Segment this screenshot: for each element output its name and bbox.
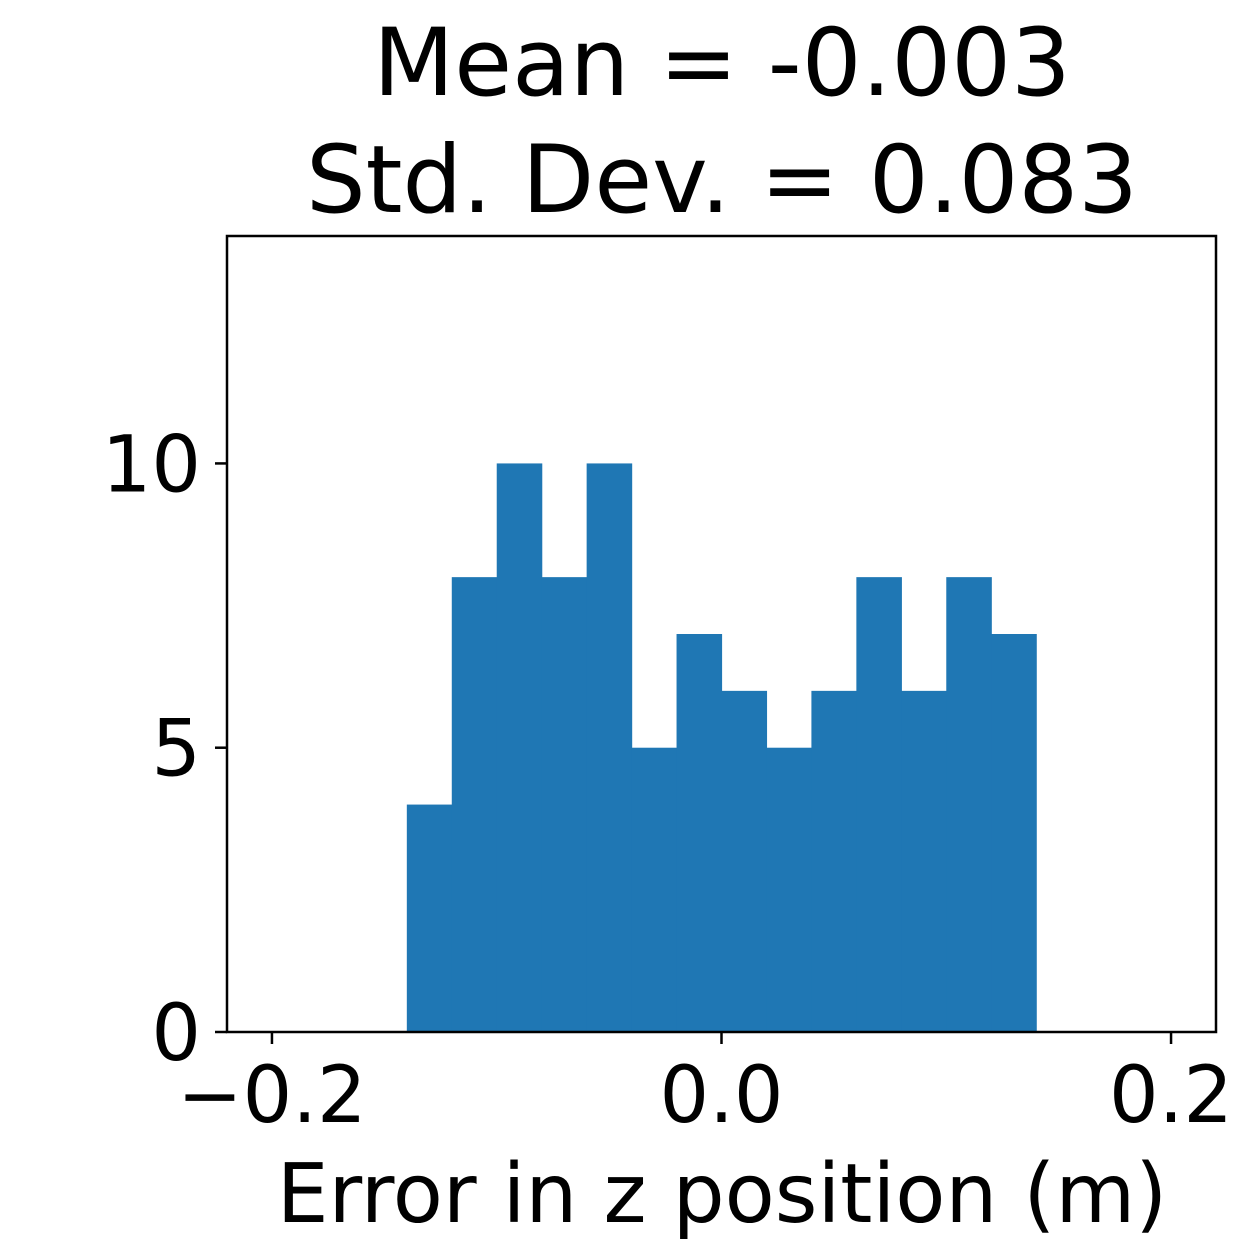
histogram-bar-6	[676, 634, 723, 1032]
histogram-bar-8	[766, 747, 813, 1032]
histogram-bar-0	[406, 804, 453, 1032]
histogram-bar-1	[451, 577, 498, 1032]
chart-title-line-1: Mean = -0.003	[373, 9, 1071, 118]
x-tick-label-2: 0.2	[1109, 1051, 1233, 1141]
y-tick-label-0: 0	[151, 989, 201, 1079]
plot-frame	[225, 234, 1218, 1034]
y-tick-label-1: 5	[151, 705, 201, 795]
axis-ticks: −0.2 0.0 0.2 0 5 10	[102, 420, 1233, 1141]
histogram-bar-5	[631, 747, 678, 1032]
histogram-bar-2	[496, 463, 543, 1032]
y-tick-label-2: 10	[102, 420, 201, 510]
histogram-bar-10	[856, 577, 902, 1032]
x-tick-label-0: −0.2	[177, 1051, 366, 1141]
histogram-bar-12	[946, 577, 992, 1032]
histogram-bars	[406, 463, 1037, 1032]
x-tick-label-1: 0.0	[659, 1051, 783, 1141]
histogram-bar-4	[586, 463, 633, 1032]
histogram-bar-11	[901, 690, 947, 1032]
chart-title-line-2: Std. Dev. = 0.083	[306, 126, 1138, 235]
histogram-bar-7	[721, 690, 768, 1032]
histogram-bar-13	[991, 634, 1037, 1032]
x-axis-label: Error in z position (m)	[277, 1147, 1168, 1242]
histogram-bar-3	[541, 577, 588, 1032]
histogram-bar-9	[811, 690, 857, 1032]
